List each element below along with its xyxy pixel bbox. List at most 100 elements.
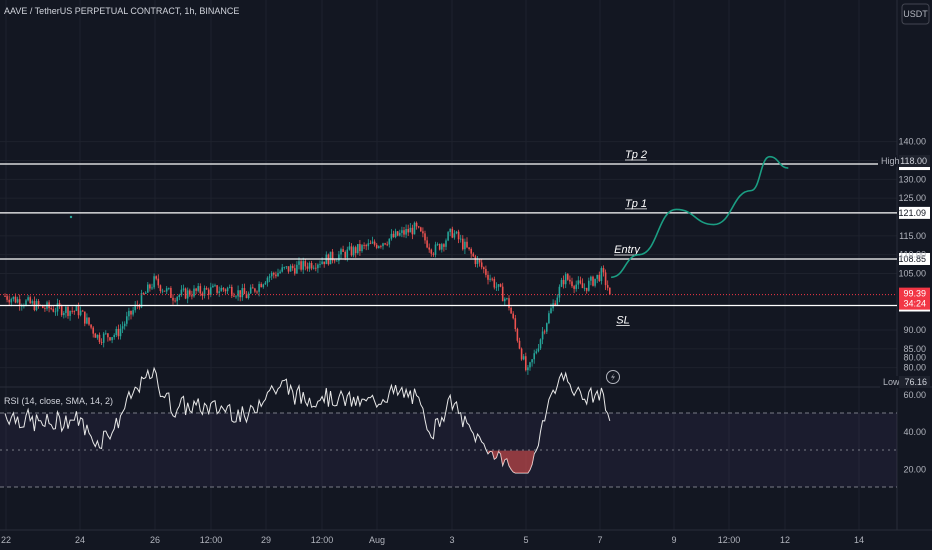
candle-body: [380, 246, 382, 247]
candle-body: [506, 298, 508, 300]
candle-body: [434, 244, 437, 255]
candle-body: [562, 279, 565, 285]
candle-body: [476, 259, 479, 265]
candle-body: [428, 247, 430, 250]
candle-body: [453, 233, 456, 238]
candle-body: [514, 318, 517, 330]
candle-body: [543, 331, 546, 333]
lightning-icon[interactable]: [606, 370, 620, 384]
candle-body: [56, 303, 59, 312]
low-value: 76.16: [904, 377, 927, 387]
candle-body: [512, 313, 514, 319]
currency-button[interactable]: USDT: [901, 3, 930, 25]
candle-body: [354, 247, 357, 254]
candle-body: [268, 276, 271, 278]
candle-body: [588, 280, 590, 291]
candle-body: [58, 303, 61, 307]
time-tick-label: 5: [523, 535, 528, 545]
candle-body: [237, 290, 239, 297]
candlestick-series[interactable]: [4, 221, 611, 375]
candle-body: [273, 272, 275, 275]
candle-body: [102, 333, 105, 343]
candle-body: [54, 311, 57, 313]
candle-body: [14, 296, 17, 303]
candle-body: [207, 289, 210, 295]
candle-body: [459, 238, 462, 240]
candle-body: [42, 305, 44, 309]
candle-body: [319, 264, 321, 265]
candle-body: [541, 331, 544, 340]
candle-body: [359, 244, 361, 252]
candle-body: [388, 238, 391, 245]
candle-body: [107, 333, 109, 338]
candle-body: [147, 284, 149, 293]
candle-body: [201, 293, 204, 296]
candle-body: [432, 253, 435, 255]
candle-body: [275, 274, 277, 277]
candle-body: [119, 328, 122, 337]
candle-body: [8, 299, 10, 303]
candle-body: [449, 228, 451, 233]
rsi-label[interactable]: RSI (14, close, SMA, 14, 2): [4, 396, 113, 406]
rsi-oversold-fill: [488, 450, 535, 473]
candle-body: [100, 341, 103, 343]
candle-body: [79, 310, 82, 316]
candle-body: [609, 287, 611, 295]
candle-body: [212, 285, 214, 288]
candle-body: [497, 284, 500, 287]
candle-body: [218, 291, 220, 293]
candle-body: [310, 263, 313, 269]
high-badge: High 118.00: [878, 155, 930, 167]
candle-body: [556, 297, 559, 306]
current-price-tag: 99.39 34:24: [899, 287, 930, 310]
candle-body: [606, 285, 609, 288]
candle-body: [25, 300, 27, 306]
candle-body: [447, 232, 449, 241]
candle-body: [304, 261, 307, 267]
time-axis[interactable]: 22 24 26 12:00 29 12:00 Aug 3 5 7 9 12:00 12 14: [1, 535, 864, 545]
time-tick-label: Aug: [369, 535, 385, 545]
level-label: Entry: [614, 244, 641, 256]
candle-body: [52, 308, 55, 312]
candle-body: [172, 297, 174, 301]
low-badge: Low 76.16: [880, 376, 930, 388]
price-tick-label: 110.00: [899, 250, 926, 260]
candle-body: [222, 287, 225, 290]
candle-body: [550, 308, 552, 314]
candle-body: [63, 313, 65, 316]
candle-body: [21, 305, 23, 307]
candle-body: [399, 232, 401, 236]
candle-body: [233, 295, 235, 297]
candle-body: [420, 227, 422, 232]
candle-body: [308, 263, 311, 269]
candle-body: [489, 278, 491, 280]
projection-path[interactable]: [611, 155, 789, 279]
candle-body: [480, 262, 483, 268]
candle-body: [291, 265, 294, 269]
candle-body: [224, 289, 227, 292]
candle-body: [478, 259, 481, 263]
candle-body: [277, 272, 279, 277]
candle-body: [474, 256, 477, 265]
price-grid: [0, 0, 897, 530]
price-tick-label: 125.00: [898, 193, 926, 203]
candle-body: [472, 253, 475, 257]
candle-body: [413, 222, 416, 235]
candle-body: [130, 310, 132, 315]
candle-body: [176, 297, 178, 302]
time-tick-label: 24: [75, 535, 85, 545]
candle-body: [436, 244, 439, 245]
candle-body: [466, 241, 468, 248]
candle-body: [60, 306, 63, 316]
candle-body: [298, 261, 300, 265]
candle-body: [527, 367, 529, 371]
candle-body: [260, 283, 262, 288]
candle-body: [409, 227, 412, 233]
candle-body: [579, 280, 582, 284]
candle-body: [443, 244, 445, 247]
candle-body: [75, 306, 78, 312]
candle-body: [73, 310, 76, 312]
candle-body: [92, 327, 94, 334]
